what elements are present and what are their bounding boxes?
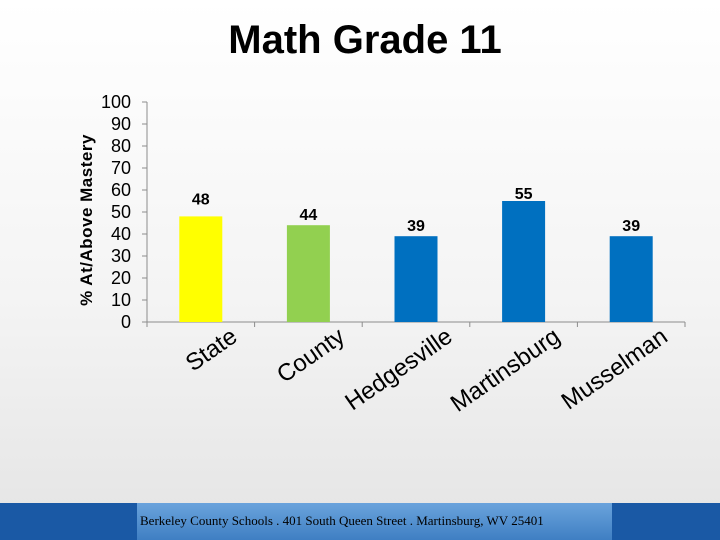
category-label: Hedgesville	[340, 323, 457, 416]
y-tick-label: 50	[111, 202, 131, 222]
y-tick-label: 10	[111, 290, 131, 310]
data-label: 48	[192, 191, 210, 208]
y-tick-label: 80	[111, 136, 131, 156]
y-tick-label: 40	[111, 224, 131, 244]
y-tick-label: 0	[121, 312, 131, 332]
y-tick-label: 90	[111, 114, 131, 134]
data-labels: 48 44 39 55 39	[192, 186, 640, 235]
bar	[502, 201, 546, 322]
chart-title: Math Grade 11	[228, 18, 502, 62]
y-axis-title: % At/Above Mastery	[77, 134, 96, 306]
bar	[286, 225, 330, 322]
footer-address: Berkeley County Schools . 401 South Quee…	[140, 513, 544, 528]
bars	[179, 201, 653, 322]
category-label: Musselman	[557, 323, 673, 416]
data-label: 44	[300, 207, 318, 224]
footer-highlight	[137, 503, 612, 540]
y-tick-label: 70	[111, 158, 131, 178]
category-label: County	[272, 323, 350, 389]
bar	[394, 236, 438, 322]
category-labels: State CountyHedgesvilleMartinsburgMusselm…	[181, 323, 673, 418]
y-tick-label: 20	[111, 268, 131, 288]
bar	[179, 216, 223, 322]
bar	[609, 236, 653, 322]
y-tick-label: 30	[111, 246, 131, 266]
data-label: 39	[622, 218, 640, 235]
y-tick-label: 60	[111, 180, 131, 200]
data-label: 39	[407, 218, 425, 235]
data-label: 55	[515, 186, 533, 203]
footer-bar: Berkeley County Schools . 401 South Quee…	[0, 503, 720, 540]
y-tick-label: 100	[101, 92, 131, 112]
category-label: State	[181, 323, 242, 377]
category-label: Martinsburg	[446, 323, 565, 418]
